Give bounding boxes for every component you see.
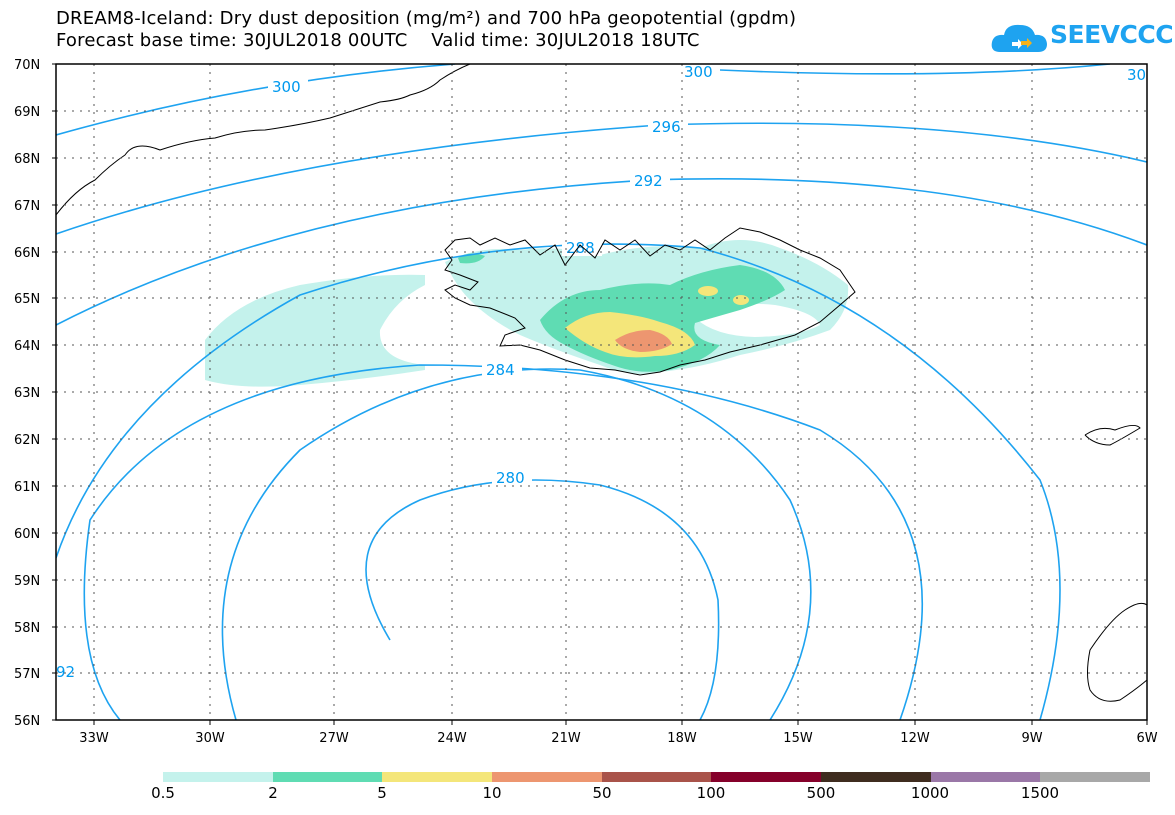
lat-label: 62N xyxy=(14,433,40,448)
lat-label: 59N xyxy=(14,574,40,589)
contour-label: 296 xyxy=(652,118,681,136)
legend-label: 0.5 xyxy=(151,784,175,802)
legend-label: 1500 xyxy=(1020,784,1060,802)
lat-label: 67N xyxy=(14,199,40,214)
legend-label: 100 xyxy=(696,784,726,802)
legend-swatch xyxy=(601,772,712,782)
lat-label: 58N xyxy=(14,621,40,636)
legend-label: 500 xyxy=(806,784,836,802)
lat-label: 65N xyxy=(14,292,40,307)
coastline xyxy=(56,64,1147,702)
lat-label: 57N xyxy=(14,667,40,682)
legend-swatch xyxy=(163,772,273,782)
map-subtitle: Forecast base time: 30JUL2018 00UTC Vali… xyxy=(56,30,700,51)
lat-label: 70N xyxy=(14,58,40,73)
legend-label: 2 xyxy=(268,784,278,802)
legend-colorbar xyxy=(163,772,1151,782)
lat-label: 66N xyxy=(14,246,40,261)
lon-label: 12W xyxy=(900,731,930,746)
cloud-logo-icon xyxy=(991,24,1047,52)
lon-label: 6W xyxy=(1136,731,1157,746)
legend-swatch xyxy=(272,772,383,782)
lon-label: 33W xyxy=(79,731,109,746)
legend-swatch xyxy=(711,772,822,782)
lat-label: 61N xyxy=(14,480,40,495)
legend-swatch xyxy=(821,772,931,782)
contour-label: 300 xyxy=(684,63,713,81)
contour-label: 92 xyxy=(56,663,75,681)
legend-swatch xyxy=(1040,772,1151,782)
legend-label: 10 xyxy=(482,784,502,802)
contour-label: 292 xyxy=(634,172,663,190)
legend-label: 5 xyxy=(377,784,387,802)
legend-label: 50 xyxy=(592,784,612,802)
longitude-labels: 33W 30W 27W 24W 21W 18W 15W 12W 9W 6W xyxy=(79,731,1157,746)
lon-label: 21W xyxy=(551,731,581,746)
graticule xyxy=(56,64,1147,720)
legend-label: 1000 xyxy=(910,784,950,802)
contour-label: 288 xyxy=(566,239,595,257)
lat-label: 69N xyxy=(14,105,40,120)
lon-label: 27W xyxy=(319,731,349,746)
contour-labels: 300 300 30 296 292 288 284 280 92 xyxy=(56,63,1147,681)
legend-swatch xyxy=(930,772,1041,782)
contour-label: 300 xyxy=(272,78,301,96)
logo-text: SEEVCCC xyxy=(1050,20,1174,49)
lon-label: 9W xyxy=(1021,731,1042,746)
contour-label: 30 xyxy=(1127,66,1146,84)
contour-label: 284 xyxy=(486,361,515,379)
axis-ticks xyxy=(52,63,1148,725)
lon-label: 18W xyxy=(667,731,697,746)
legend-swatch xyxy=(382,772,493,782)
legend-swatch xyxy=(492,772,602,782)
map-title: DREAM8-Iceland: Dry dust deposition (mg/… xyxy=(56,8,797,29)
latitude-labels: 70N 69N 68N 67N 66N 65N 64N 63N 62N 61N … xyxy=(14,58,40,729)
contour-label: 280 xyxy=(496,469,525,487)
lat-label: 60N xyxy=(14,527,40,542)
lat-label: 64N xyxy=(14,339,40,354)
lon-label: 15W xyxy=(783,731,813,746)
dust-shading-orange xyxy=(615,330,672,352)
lat-label: 63N xyxy=(14,386,40,401)
lat-label: 68N xyxy=(14,152,40,167)
lat-label: 56N xyxy=(14,714,40,729)
lon-label: 24W xyxy=(437,731,467,746)
lon-label: 30W xyxy=(195,731,225,746)
